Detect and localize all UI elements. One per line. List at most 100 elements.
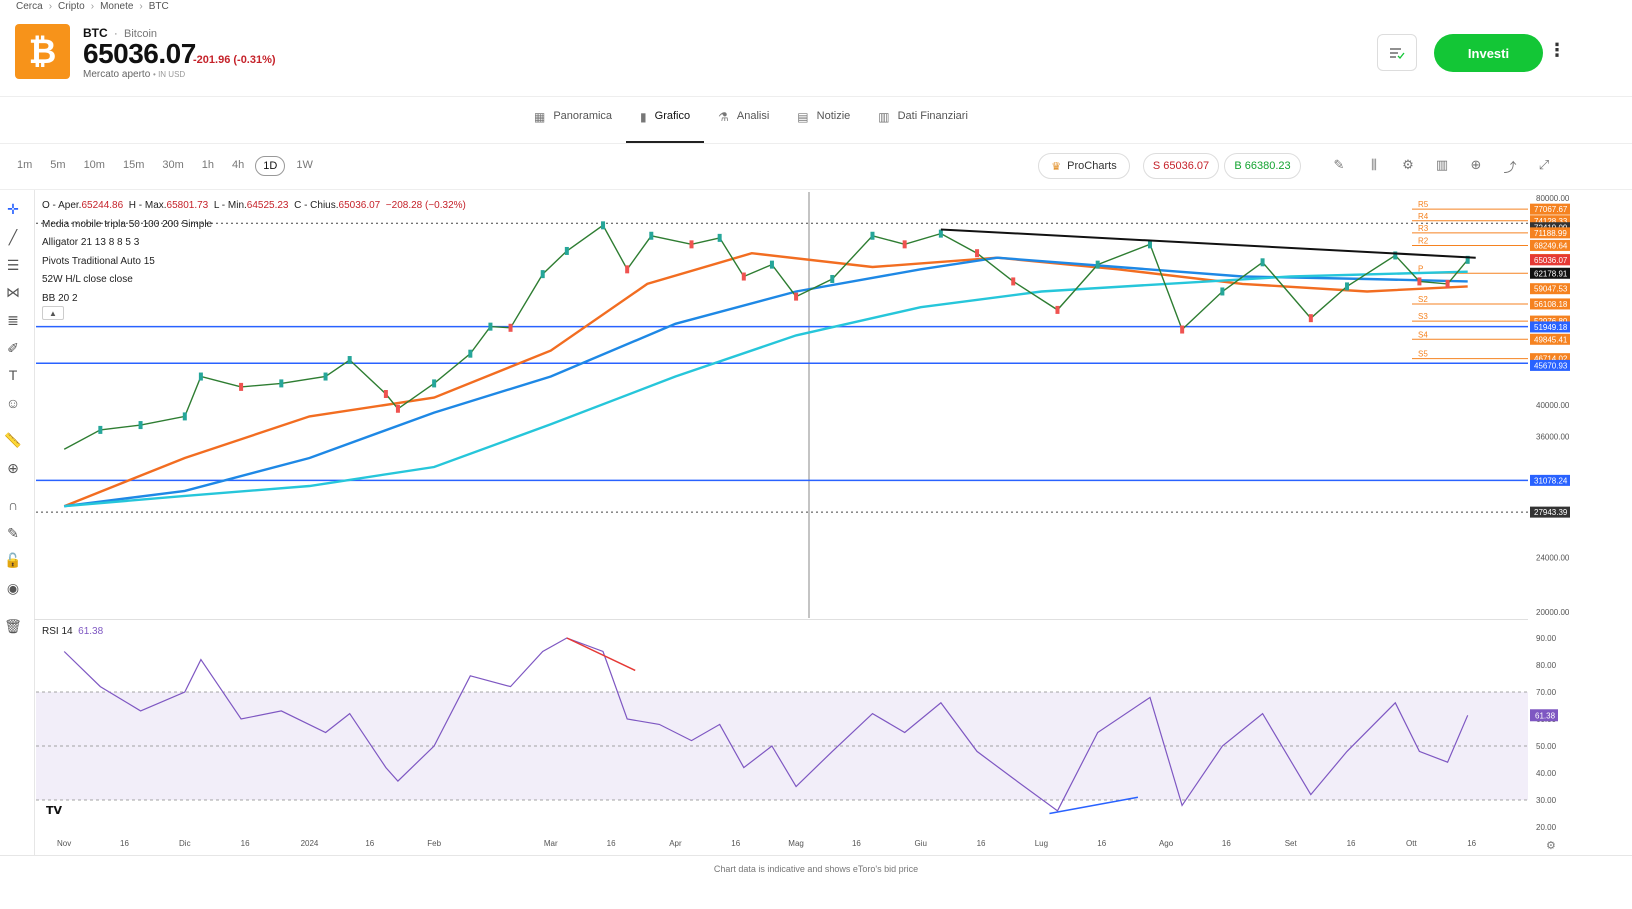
lock-drawing-icon[interactable]: ✎ <box>7 524 19 541</box>
price-candle <box>769 260 774 269</box>
sell-price-button[interactable]: S 65036.07 <box>1143 153 1219 179</box>
price-change: -201.96 (-0.31%) <box>193 54 276 66</box>
timeframe-1d[interactable]: 1D <box>255 156 286 176</box>
bar-chart-icon: ▥ <box>878 110 890 124</box>
change-value: −208.28 (−0.32%) <box>385 200 466 211</box>
price-candle <box>98 425 103 434</box>
timeframe-1w[interactable]: 1W <box>296 159 313 171</box>
time-axis-tick: 16 <box>852 839 861 848</box>
indicators-icon[interactable]: ▥ <box>1435 157 1449 172</box>
gear-icon[interactable]: ⚙ <box>1402 157 1414 172</box>
price-candle <box>182 412 187 421</box>
timeframe-1h[interactable]: 1h <box>201 159 215 171</box>
breadcrumb-btc[interactable]: BTC <box>148 1 169 12</box>
fullscreen-icon[interactable]: ⤢ <box>1538 157 1550 172</box>
tab-grafico[interactable]: ▮ Grafico <box>626 110 705 143</box>
price-tag <box>1530 506 1570 518</box>
asset-name-separator: · <box>114 28 118 40</box>
price-candle <box>1260 258 1265 267</box>
time-axis-tick: Ago <box>1159 839 1174 848</box>
price-candle <box>395 404 400 413</box>
price-tag <box>1530 359 1570 371</box>
share-icon[interactable]: ⤴ <box>1503 160 1517 175</box>
pivot-label: S3 <box>1418 312 1428 321</box>
tradingview-logo-icon[interactable]: TV <box>46 804 63 817</box>
watchlist-button[interactable] <box>1377 34 1417 71</box>
compare-add-icon[interactable]: ⊕ <box>1470 157 1482 172</box>
time-axis-divider <box>0 855 1632 856</box>
time-axis-tick: 16 <box>731 839 740 848</box>
breadcrumb-separator: › <box>90 1 95 12</box>
timeframe-10m[interactable]: 10m <box>83 159 105 171</box>
ruler-icon[interactable]: 📏 <box>4 431 22 448</box>
axis-settings-icon[interactable]: ⚙ <box>1546 840 1556 852</box>
asset-price: 65036.07 <box>83 38 196 69</box>
indicator-legend-bb[interactable]: BB 20 2 <box>42 292 78 304</box>
timeframe-1m[interactable]: 1m <box>17 159 33 171</box>
pencil-icon[interactable]: ✎ <box>1333 157 1345 172</box>
price-tag <box>1530 203 1570 215</box>
tab-label: Panoramica <box>553 110 613 122</box>
timeframe-4h[interactable]: 4h <box>232 159 245 171</box>
zoom-icon[interactable]: ⊕ <box>7 459 19 476</box>
tab-panoramica[interactable]: ▦ Panoramica <box>520 110 626 143</box>
fib-icon[interactable]: ≣ <box>7 311 19 328</box>
ohlc-row: O - Aper.65244.86 H - Max.65801.73 L - M… <box>42 197 466 216</box>
price-candle <box>870 231 875 240</box>
indicator-legend-pivots[interactable]: Pivots Traditional Auto 15 <box>42 255 155 267</box>
tab-notizie[interactable]: ▤ Notizie <box>783 110 864 143</box>
watchlist-icon <box>1390 47 1405 59</box>
text-icon[interactable]: T <box>8 367 18 383</box>
price-tag-text: 51949.18 <box>1534 323 1568 332</box>
time-axis-tick: 16 <box>241 839 250 848</box>
flask-icon: ⚗ <box>718 110 729 124</box>
indicator-legend-alligator[interactable]: Alligator 21 13 8 8 5 3 <box>42 237 140 249</box>
breadcrumb-cerca[interactable]: Cerca <box>16 1 43 12</box>
timeframe-30m[interactable]: 30m <box>162 159 184 171</box>
tab-analisi[interactable]: ⚗ Analisi <box>704 110 783 143</box>
asset-name: Bitcoin <box>124 28 158 40</box>
price-candle <box>794 292 799 301</box>
more-options-icon[interactable]: ⋮ <box>1548 40 1566 60</box>
candles-icon[interactable]: ⫼ <box>1371 157 1377 172</box>
time-axis-tick: Ott <box>1406 839 1417 848</box>
emoji-icon[interactable]: ☺ <box>5 395 21 411</box>
trendline-icon[interactable]: ╱ <box>8 228 18 245</box>
asset-ticker: BTC · Bitcoin <box>83 26 157 40</box>
crown-icon: ♛ <box>1051 160 1062 173</box>
price-tag <box>1530 333 1570 345</box>
trash-icon[interactable]: 🗑 <box>4 617 22 634</box>
indicator-legend-52w[interactable]: 52W H/L close close <box>42 274 133 286</box>
rsi-axis-tick: 40.00 <box>1536 769 1557 778</box>
timeframe-15m[interactable]: 15m <box>122 159 145 171</box>
brush-icon[interactable]: ✐ <box>7 339 19 356</box>
eye-icon[interactable]: ◉ <box>6 579 20 596</box>
breadcrumb-monete[interactable]: Monete <box>100 1 134 12</box>
pattern-icon[interactable]: ⋈ <box>6 283 20 300</box>
time-axis-tick: Lug <box>1035 839 1048 848</box>
rsi-bullish-divergence <box>1049 796 1139 815</box>
price-candle <box>1465 255 1470 264</box>
price-candle <box>1345 282 1350 291</box>
horizontal-lines-icon[interactable]: ☰ <box>6 256 20 273</box>
time-axis-tick: Mar <box>544 839 558 848</box>
time-axis-tick: Feb <box>427 839 441 848</box>
lock-icon[interactable]: 🔓 <box>4 551 22 568</box>
invest-button[interactable]: Investi <box>1434 34 1543 72</box>
crosshair-icon[interactable]: ✛ <box>7 200 19 217</box>
timeframe-5m[interactable]: 5m <box>50 159 66 171</box>
rsi-bearish-divergence <box>566 637 636 672</box>
price-tag-text: 56108.18 <box>1534 300 1568 309</box>
price-tag <box>1530 283 1570 295</box>
tab-dati-finanziari[interactable]: ▥ Dati Finanziari <box>864 110 982 143</box>
breadcrumb-separator: › <box>48 1 53 12</box>
collapse-legend-icon[interactable]: ▲ <box>42 306 64 320</box>
rsi-axis-tick: 50.00 <box>1536 742 1557 751</box>
price-tag-text: 62178.91 <box>1534 269 1568 278</box>
indicator-legend-sma[interactable]: Media mobile tripla 50 100 200 Simple <box>42 218 213 230</box>
procharts-button[interactable]: ♛ ProCharts <box>1038 153 1130 179</box>
buy-price-button[interactable]: B 66380.23 <box>1224 153 1301 179</box>
magnet-icon[interactable]: ∩ <box>7 497 19 513</box>
breadcrumb-cripto[interactable]: Cripto <box>58 1 85 12</box>
